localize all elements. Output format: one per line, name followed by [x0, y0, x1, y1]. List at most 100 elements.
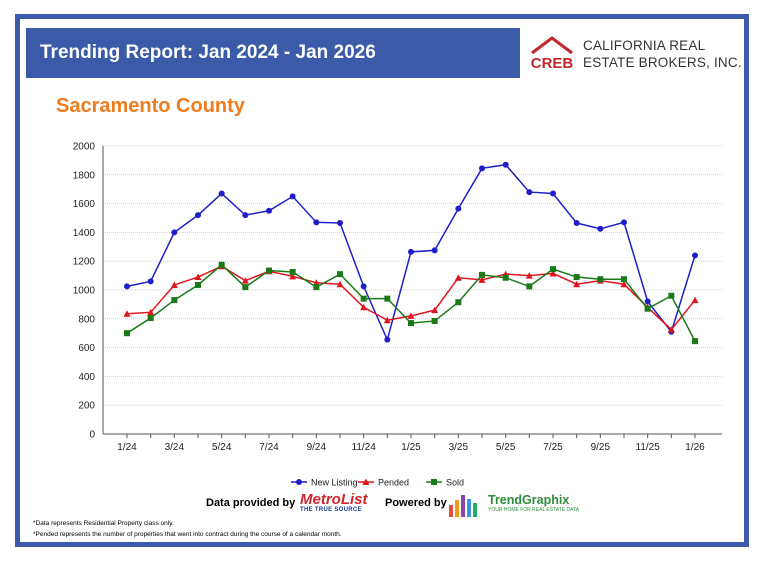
data-point-pended	[691, 296, 699, 304]
x-tick-label: 1/25	[401, 442, 421, 453]
data-point-pended	[289, 272, 297, 280]
trendgraphix-name: TrendGraphix	[488, 493, 570, 507]
legend-label-new-listing: New Listing	[311, 478, 358, 488]
data-point-new-listing	[384, 336, 391, 343]
data-point-sold	[242, 284, 249, 291]
x-tick-label: 1/26	[685, 442, 705, 453]
legend-marker-sold	[431, 479, 437, 485]
logo-badge-text: CREB	[531, 55, 574, 72]
data-point-sold	[431, 317, 438, 324]
data-point-sold	[668, 292, 675, 299]
y-tick-label: 1200	[73, 257, 96, 268]
y-tick-label: 200	[78, 401, 95, 412]
metrolist-tagline: THE TRUE SOURCE	[300, 507, 362, 513]
data-point-new-listing	[147, 278, 154, 285]
x-tick-label: 1/24	[117, 442, 137, 453]
data-point-sold	[218, 261, 225, 268]
data-point-sold	[621, 276, 627, 283]
data-point-sold	[502, 274, 509, 281]
y-tick-label: 600	[78, 343, 95, 354]
data-point-pended	[360, 303, 368, 311]
data-point-pended	[667, 326, 675, 333]
y-tick-label: 1000	[73, 286, 96, 297]
footnote-2: *Pended represents the number of propert…	[33, 531, 342, 538]
data-point-sold	[597, 276, 604, 283]
report-title: Trending Report: Jan 2024 - Jan 2026	[26, 28, 520, 78]
legend-marker-pended	[362, 478, 370, 485]
data-point-pended	[407, 312, 415, 319]
series-line-pended	[126, 265, 696, 331]
data-point-new-listing	[455, 205, 462, 212]
trendgraphix-logo: TrendGraphix YOUR HOME FOR REAL ESTATE D…	[448, 491, 579, 526]
data-point-sold	[337, 271, 343, 278]
region-title: Sacramento County	[56, 95, 245, 117]
x-tick-label: 3/25	[449, 442, 469, 453]
data-point-sold	[644, 305, 651, 312]
data-point-new-listing	[621, 219, 627, 226]
data-point-new-listing	[242, 212, 249, 219]
data-point-pended	[525, 272, 533, 279]
x-tick-label: 3/24	[165, 442, 185, 453]
y-tick-label: 400	[78, 372, 95, 383]
data-point-sold	[455, 299, 462, 306]
data-point-pended	[241, 277, 249, 284]
x-tick-label: 9/24	[307, 442, 327, 453]
data-point-sold	[408, 320, 414, 327]
data-point-new-listing	[408, 248, 414, 255]
data-point-sold	[289, 269, 296, 275]
legend-marker-new-listing	[296, 479, 302, 485]
data-point-sold	[147, 315, 154, 322]
y-tick-label: 2000	[73, 142, 96, 153]
y-tick-label: 1400	[73, 228, 96, 239]
x-tick-label: 11/25	[636, 442, 661, 453]
legend-label-sold: Sold	[446, 478, 464, 488]
data-point-sold	[360, 295, 367, 302]
powered-by-label: Powered by	[385, 497, 447, 509]
data-point-new-listing	[526, 189, 533, 196]
data-point-sold	[479, 271, 485, 278]
trendgraphix-bars-icon	[449, 495, 477, 517]
x-tick-label: 9/25	[591, 442, 611, 453]
data-point-new-listing	[573, 220, 580, 227]
data-point-pended	[549, 269, 557, 277]
footnote-1: *Data represents Residential Property cl…	[33, 520, 174, 527]
data-point-sold	[124, 330, 130, 337]
data-provided-label: Data provided by	[206, 497, 296, 509]
data-point-new-listing	[431, 247, 438, 254]
data-point-new-listing	[479, 165, 485, 172]
data-point-pended	[123, 310, 131, 317]
data-point-new-listing	[597, 225, 604, 232]
data-point-sold	[526, 283, 533, 290]
logo-name-line2: ESTATE BROKERS, INC.	[583, 55, 742, 70]
data-point-new-listing	[289, 193, 296, 200]
data-point-sold	[692, 338, 698, 345]
data-point-pended	[454, 274, 462, 281]
y-tick-label: 1600	[73, 199, 96, 210]
y-tick-label: 0	[89, 430, 95, 441]
trendgraphix-tagline: YOUR HOME FOR REAL ESTATE DATA	[488, 507, 580, 513]
metrolist-logo: MetroList THE TRUE SOURCE	[300, 491, 368, 514]
data-point-pended	[170, 281, 178, 288]
data-point-new-listing	[124, 283, 130, 290]
data-point-new-listing	[195, 212, 201, 219]
data-point-new-listing	[550, 190, 556, 197]
data-point-new-listing	[360, 283, 367, 290]
data-point-sold	[384, 295, 391, 302]
x-tick-label: 7/24	[259, 442, 279, 453]
x-tick-label: 11/24	[352, 442, 377, 453]
data-point-new-listing	[692, 252, 698, 259]
x-tick-label: 7/25	[543, 442, 563, 453]
y-tick-label: 1800	[73, 170, 96, 181]
data-point-sold	[266, 267, 272, 274]
data-point-sold	[313, 284, 320, 291]
data-point-new-listing	[644, 298, 651, 305]
metrolist-name: MetroList	[300, 491, 368, 508]
logo-name-line1: CALIFORNIA REAL	[583, 38, 706, 53]
data-point-new-listing	[266, 207, 272, 214]
data-point-pended	[383, 316, 391, 324]
data-point-sold	[550, 266, 556, 273]
legend-label-pended: Pended	[378, 478, 409, 488]
data-point-pended	[336, 280, 344, 288]
x-tick-label: 5/25	[496, 442, 516, 453]
